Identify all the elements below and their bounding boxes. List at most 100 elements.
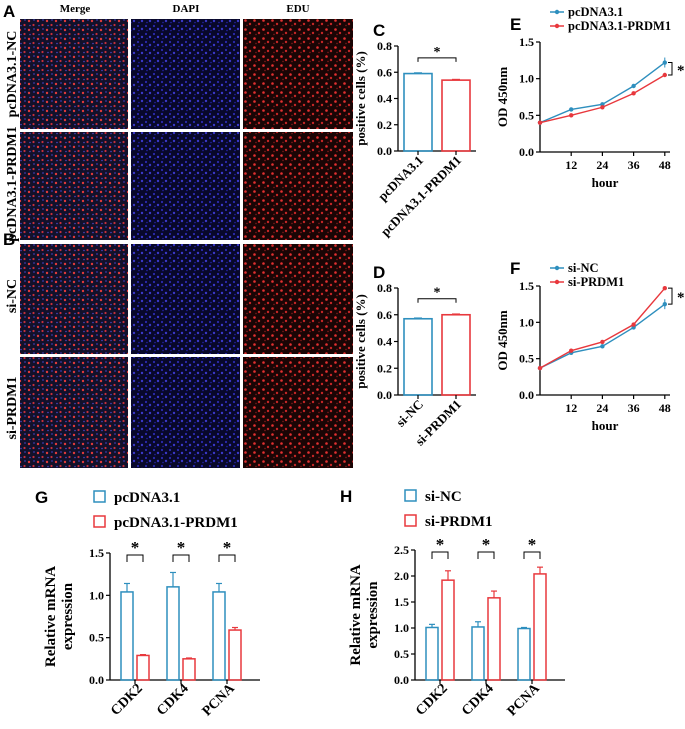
x-tick-label: CDK4 <box>459 681 497 719</box>
col-header-edu: EDU <box>286 3 309 15</box>
panel-label-f: F <box>510 259 520 278</box>
y-tick-label: 1.0 <box>89 588 104 602</box>
data-point <box>569 113 574 118</box>
x-tick-label: PCNA <box>505 681 544 720</box>
image-edu-pcdna-nc <box>243 19 353 129</box>
legend-label: si-PRDM1 <box>425 514 493 530</box>
chart-e: E 0.0 0.5 1.0 1.5 12 24 36 48 hour OD 450nm pcDNA3.… <box>495 5 685 190</box>
significance-star: * <box>434 45 441 60</box>
x-tick-label: 24 <box>596 401 608 415</box>
image-merge-pcdna-nc <box>20 19 128 129</box>
bar <box>136 654 150 681</box>
col-header-dapi: DAPI <box>173 3 200 15</box>
legend-label: si-NC <box>568 261 599 275</box>
legend-label: pcDNA3.1 <box>568 5 623 19</box>
image-dapi-pcdna-prdm1 <box>131 132 240 240</box>
row-label-si-prdm1: si-PRDM1 <box>5 377 20 440</box>
image-edu-si-prdm1 <box>243 357 353 468</box>
image-edu-pcdna-prdm1 <box>243 132 353 240</box>
y-axis-title-line2: expression <box>60 582 76 650</box>
y-tick-label: 1.5 <box>519 279 534 293</box>
panel-label-c: C <box>373 21 385 40</box>
y-tick-label: 1.5 <box>89 546 104 560</box>
legend-marker <box>554 23 560 29</box>
y-tick-label: 0.0 <box>377 388 392 402</box>
y-tick-label: 0.0 <box>519 145 534 159</box>
legend-label: si-NC <box>425 489 462 505</box>
legend-marker <box>554 279 560 285</box>
bar <box>182 658 196 681</box>
chart-h: H 0.0 0.5 1.0 1.5 2.0 2.5 Relative mRNA expressi… <box>340 487 565 719</box>
bar <box>441 313 471 396</box>
x-tick-label: 12 <box>565 158 577 172</box>
bar <box>425 626 439 681</box>
panel-label-g: G <box>35 488 48 507</box>
x-tick-label: 48 <box>659 401 671 415</box>
data-point <box>662 72 667 78</box>
data-point <box>537 120 543 125</box>
legend-marker <box>554 265 560 271</box>
legend-swatch <box>404 489 417 502</box>
image-dapi-pcdna-nc <box>131 19 240 129</box>
y-tick-label: 0.0 <box>89 673 104 687</box>
y-axis-title: OD 450nm <box>495 67 510 127</box>
y-tick-label: 0.8 <box>377 281 392 295</box>
bar <box>441 79 471 152</box>
image-merge-si-prdm1 <box>20 357 128 468</box>
significance-star: * <box>677 290 685 306</box>
bar <box>471 626 485 681</box>
x-tick-label: 12 <box>565 401 577 415</box>
x-tick-label: 48 <box>659 158 671 172</box>
bar <box>403 317 433 396</box>
significance-bracket <box>668 62 673 76</box>
significance-bracket <box>172 554 190 562</box>
image-edu-si-nc <box>243 244 353 354</box>
bar <box>166 586 180 681</box>
y-axis-title: positive cells (%) <box>353 51 368 146</box>
y-axis-title-line2: expression <box>365 581 381 649</box>
y-tick-label: 2.0 <box>394 569 409 583</box>
series-line <box>539 74 666 124</box>
significance-bracket <box>417 57 457 62</box>
y-tick-label: 0.0 <box>519 388 534 402</box>
row-label-pcdna-nc: pcDNA3.1-NC <box>5 31 20 118</box>
panel-label-a: A <box>3 2 15 21</box>
x-tick-label: PCNA <box>200 681 239 720</box>
image-dapi-si-prdm1 <box>131 357 240 468</box>
panel-label-b: B <box>3 230 15 249</box>
chart-f: F 0.0 0.5 1.0 1.5 12 24 36 48 hour OD 450nm si-NCsi… <box>495 259 685 433</box>
y-axis-title: OD 450nm <box>495 310 510 370</box>
image-merge-pcdna-prdm1 <box>20 132 128 240</box>
row-label-pcdna-prdm1: pcDNA3.1-PRDM1 <box>5 126 20 241</box>
bar <box>533 573 547 681</box>
chart-g: G 0.0 0.5 1.0 1.5 Relative mRNA expression CDK2… <box>35 488 260 719</box>
legend-swatch <box>404 514 417 527</box>
legend-label: pcDNA3.1 <box>114 490 180 506</box>
image-dapi-si-nc <box>131 244 240 354</box>
y-axis-title: Relative mRNA <box>43 566 59 667</box>
y-axis-title: Relative mRNA <box>348 564 364 665</box>
y-tick-label: 0.0 <box>394 673 409 687</box>
y-tick-label: 0.6 <box>377 308 392 322</box>
significance-bracket <box>126 554 144 562</box>
bar <box>212 591 226 681</box>
significance-star: * <box>677 63 685 79</box>
significance-bracket <box>477 551 495 559</box>
significance-star: * <box>131 538 140 557</box>
legend-label: si-PRDM1 <box>568 275 624 289</box>
significance-star: * <box>434 286 441 301</box>
y-tick-label: 0.4 <box>377 92 392 106</box>
series-line <box>539 61 666 124</box>
y-tick-label: 0.2 <box>377 118 392 132</box>
y-tick-label: 0.4 <box>377 335 392 349</box>
significance-star: * <box>177 538 186 557</box>
bar <box>403 72 433 152</box>
panel-label-h: H <box>340 487 352 506</box>
bar <box>120 591 134 681</box>
x-tick-label: CDK4 <box>154 681 192 719</box>
y-tick-label: 0.5 <box>394 647 409 661</box>
data-point <box>569 348 574 353</box>
y-tick-label: 1.0 <box>519 315 534 329</box>
